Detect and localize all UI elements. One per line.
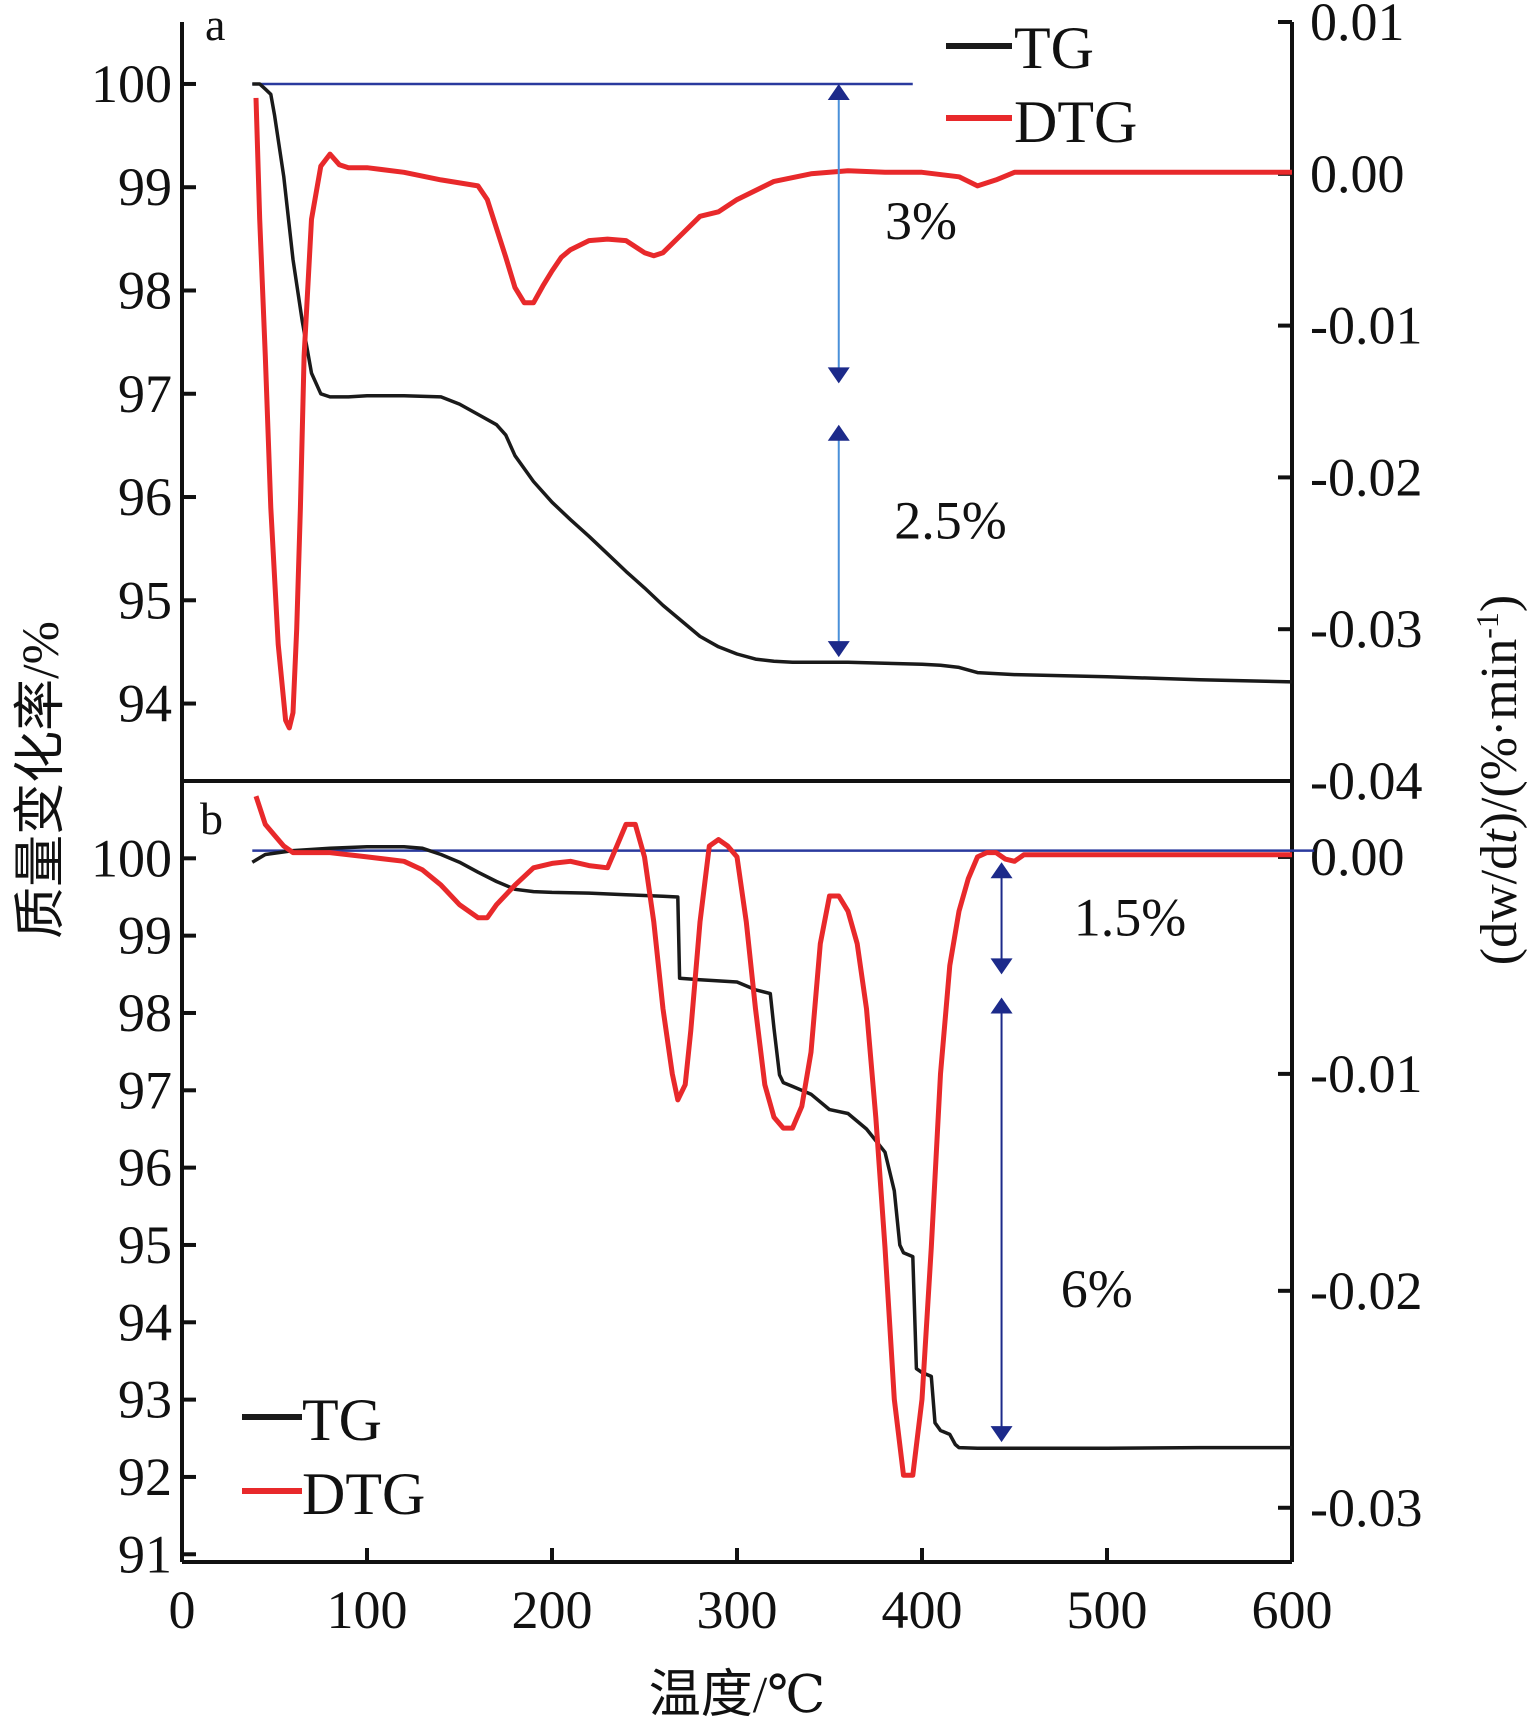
- x-tick-label: 600: [1252, 1580, 1333, 1640]
- y-right-tick-label: -0.03: [1310, 1478, 1422, 1538]
- x-tick-label: 300: [697, 1580, 778, 1640]
- series-dtg-line: [253, 795, 1292, 1478]
- y-left-tick-label: 99: [118, 157, 172, 217]
- legend-dtg-label-a: DTG: [1014, 89, 1137, 155]
- legend-panel-b: TG DTG: [242, 1387, 425, 1527]
- percent-annotation: 2.5%: [894, 490, 1006, 550]
- y-left-tick-label: 100: [91, 828, 172, 888]
- x-tick-label: 200: [512, 1580, 593, 1640]
- y-right-tick-label: 0.00: [1310, 144, 1405, 204]
- arrow-head-up: [990, 997, 1013, 1014]
- arrow-head-up: [827, 83, 850, 100]
- y-left-tick-label: 94: [118, 1292, 172, 1352]
- panel-b-label: b: [200, 793, 223, 844]
- percent-annotation: 1.5%: [1074, 888, 1186, 948]
- y-left-tick-label: 95: [118, 570, 172, 630]
- legend-tg-label-a: TG: [1014, 15, 1094, 81]
- axes-frame: [180, 22, 1294, 1564]
- y-left-tick-label: 92: [118, 1447, 172, 1507]
- series-tg-line: [251, 844, 1292, 1451]
- y-right-tick-label: -0.03: [1310, 599, 1422, 659]
- percent-annotation: 3%: [885, 191, 957, 251]
- y-left-tick-label: 95: [118, 1215, 172, 1275]
- series-tg-line: [252, 82, 1293, 684]
- x-tick-label: 0: [169, 1580, 196, 1640]
- y-right-tick-label: 0.00: [1310, 827, 1405, 887]
- y-right-label-paren: )/(%·min: [1471, 639, 1528, 830]
- arrow-head-down: [990, 958, 1013, 975]
- y-left-tick-label: 91: [118, 1524, 172, 1584]
- y-right-axis-label: (dw/dt)/(%·min-1): [1469, 595, 1528, 965]
- panel-a-label: a: [205, 0, 225, 50]
- legend-tg-label-b: TG: [302, 1387, 382, 1453]
- panel-b: 100 99 98 97 96 95 94 93 92 91 0.00 -0.01 -0.02 -0.03…: [91, 795, 1422, 1584]
- arrow-head-down: [827, 641, 850, 658]
- y-left-tick-label: 96: [118, 1138, 172, 1198]
- arrow-head-up: [827, 424, 850, 441]
- x-tick-label: 100: [327, 1580, 408, 1640]
- y-right-tick-label: -0.01: [1310, 296, 1422, 356]
- y-left-tick-label: 98: [118, 260, 172, 320]
- x-axis-ticks: 0 100 200 300 400 500 600: [169, 1548, 1333, 1640]
- y-right-label-base: (dw/d: [1471, 844, 1528, 965]
- y-right-label-sup: -1: [1469, 612, 1505, 639]
- y-left-tick-label: 99: [118, 906, 172, 966]
- y-left-tick-label: 97: [118, 364, 172, 424]
- y-right-label-close: ): [1471, 595, 1528, 612]
- y-left-tick-label: 100: [91, 54, 172, 114]
- y-right-tick-label: 0.01: [1310, 0, 1405, 52]
- arrow-head-down: [990, 1426, 1013, 1443]
- series-dtg-line: [253, 97, 1292, 731]
- y-right-tick-label: -0.02: [1310, 1261, 1422, 1321]
- percent-annotation: 6%: [1061, 1259, 1133, 1319]
- legend-dtg-label-b: DTG: [302, 1461, 425, 1527]
- y-left-tick-label: 98: [118, 983, 172, 1043]
- y-right-tick-label: -0.04: [1310, 751, 1422, 811]
- x-tick-label: 500: [1067, 1580, 1148, 1640]
- panel-a: 100 99 98 97 96 95 94 0.01 0.00 -0.01 -0.02 -0.03 -0…: [91, 0, 1422, 811]
- y-right-tick-label: -0.02: [1310, 447, 1422, 507]
- x-tick-label: 400: [882, 1580, 963, 1640]
- arrow-head-up: [990, 862, 1013, 879]
- x-axis-label: 温度/℃: [649, 1667, 826, 1724]
- y-left-tick-label: 93: [118, 1370, 172, 1430]
- y-right-tick-label: -0.01: [1310, 1044, 1422, 1104]
- y-left-axis-label: 质量变化率/%: [13, 621, 70, 939]
- y-left-tick-label: 96: [118, 467, 172, 527]
- y-left-tick-label: 97: [118, 1060, 172, 1120]
- y-left-tick-label: 94: [118, 674, 172, 734]
- arrow-head-down: [827, 367, 850, 384]
- legend-panel-a: TG DTG: [946, 15, 1137, 155]
- y-right-label-t: t: [1471, 828, 1528, 844]
